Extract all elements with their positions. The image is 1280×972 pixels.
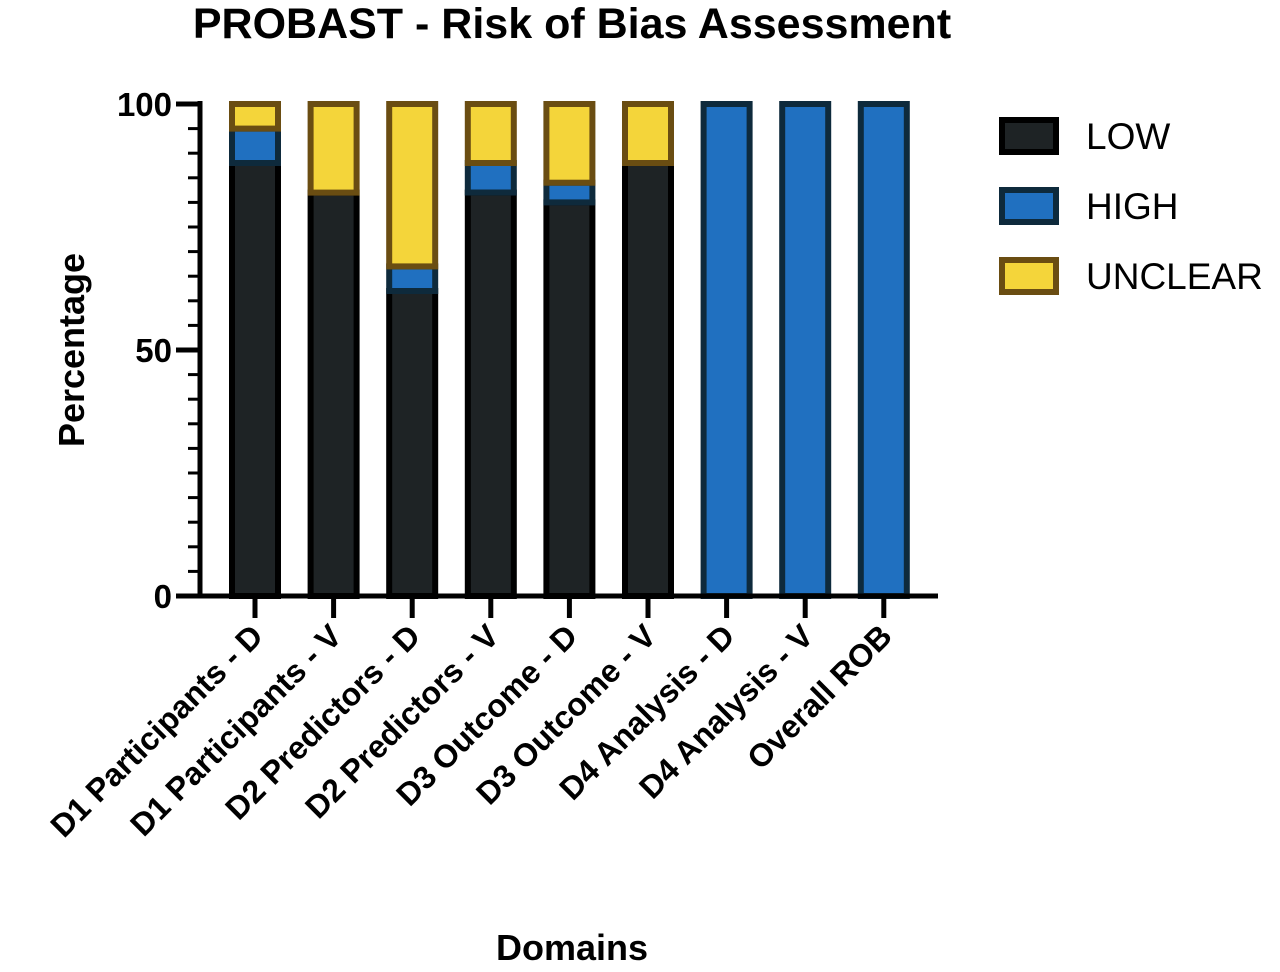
bar-segment-low (464, 189, 517, 599)
bar-segment-low (229, 160, 281, 599)
y-tick-label: 100 (117, 86, 172, 123)
bar-segment-high (229, 125, 281, 167)
y-tick-label: 50 (135, 332, 172, 369)
bar-segment-low (307, 189, 360, 599)
bar-segment-unclear (229, 101, 281, 132)
bar-segment-low (386, 288, 439, 599)
legend-label-unclear: UNCLEAR (1086, 256, 1263, 297)
bar-segment-high (857, 101, 910, 599)
legend-swatch-unclear (999, 257, 1059, 295)
bar-segment-high (386, 263, 439, 294)
bar-segment-unclear (386, 101, 439, 270)
bar-segment-high (464, 160, 517, 196)
bar-segment-unclear (307, 101, 360, 196)
x-axis-title: Domains (496, 927, 648, 968)
legend-swatch-low (999, 117, 1059, 155)
bar-segment-low (543, 199, 596, 599)
legend-swatch-high (999, 187, 1059, 225)
bar-segment-high (779, 101, 832, 599)
y-axis-title: Percentage (51, 253, 92, 447)
bar-segment-unclear (464, 101, 517, 166)
y-tick-label: 0 (154, 578, 172, 615)
bar-segment-unclear (622, 101, 674, 166)
legend-label-low: LOW (1086, 116, 1170, 157)
legend-label-high: HIGH (1086, 186, 1179, 227)
legend: LOW HIGH UNCLEAR (999, 116, 1263, 297)
bar-segment-unclear (543, 101, 596, 186)
bar-segment-low (622, 160, 674, 599)
chart-title: PROBAST - Risk of Bias Assessment (193, 0, 951, 48)
bars-layer (229, 101, 910, 599)
bar-segment-high (700, 101, 753, 599)
